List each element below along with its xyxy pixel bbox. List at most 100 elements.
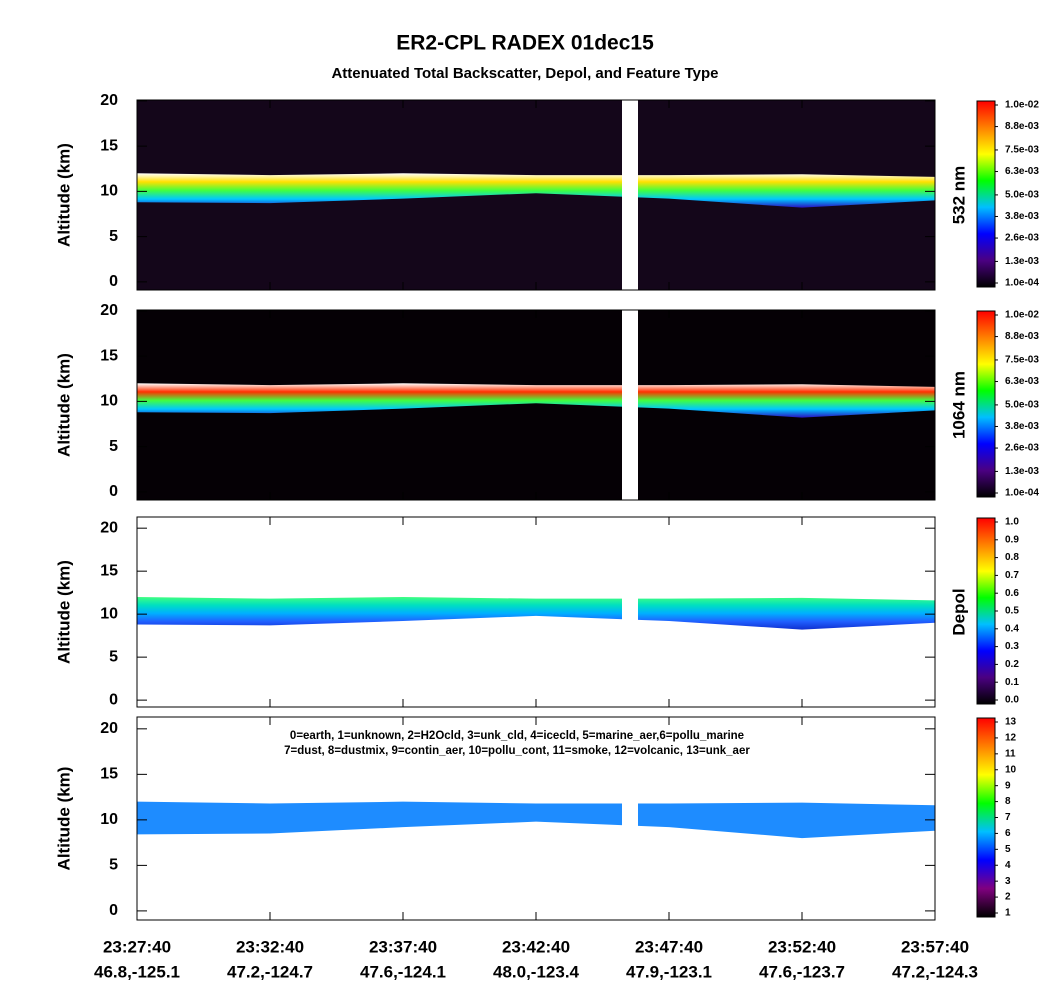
x-tick-sublabel: 47.2,-124.3 [892, 962, 978, 981]
colorbar-tick-label: 0.9 [1005, 534, 1019, 545]
x-tick-sublabel: 48.0,-123.4 [493, 962, 580, 981]
annotation: 0=earth, 1=unknown, 2=H2Ocld, 3=unk_cld,… [290, 730, 744, 742]
y-tick-label: 10 [100, 183, 118, 200]
colorbar-tick-label: 3 [1005, 876, 1011, 887]
colorbar-tick-label: 3.8e-03 [1005, 421, 1039, 432]
colorbar-tick-label: 3.8e-03 [1005, 211, 1039, 222]
colorbar-tick-label: 8.8e-03 [1005, 121, 1039, 132]
x-tick-sublabel: 46.8,-125.1 [94, 962, 180, 981]
y-tick-label: 5 [109, 228, 118, 245]
colorbar-tick-label: 1.3e-03 [1005, 466, 1039, 477]
x-tick-label: 23:47:40 [635, 937, 703, 956]
y-tick-label: 5 [109, 648, 118, 665]
colorbar-tick-label: 8.8e-03 [1005, 331, 1039, 342]
colorbar-tick-label: 1.3e-03 [1005, 256, 1039, 267]
x-tick-sublabel: 47.6,-124.1 [360, 962, 446, 981]
y-tick-label: 15 [100, 137, 118, 154]
y-tick-label: 20 [100, 519, 118, 536]
colorbar-tick-label: 12 [1005, 733, 1017, 744]
colorbar-tick-label: 10 [1005, 764, 1017, 775]
x-tick-label: 23:27:40 [103, 937, 171, 956]
cloud-layer [137, 596, 935, 630]
data-gap [622, 310, 638, 500]
colorbar-tick-label: 4 [1005, 860, 1011, 871]
x-tick-label: 23:57:40 [901, 937, 969, 956]
y-tick-label: 5 [109, 857, 118, 874]
x-tick-label: 23:37:40 [369, 937, 437, 956]
x-tick-label: 23:52:40 [768, 937, 836, 956]
y-tick-label: 0 [109, 691, 118, 708]
colorbar-tick-label: 2 [1005, 892, 1011, 903]
y-axis-label: Altitude (km) [54, 143, 73, 247]
colorbar-tick-label: 0.0 [1005, 695, 1019, 706]
colorbar [976, 517, 996, 705]
cloud-layer [137, 173, 935, 208]
y-tick-label: 0 [109, 483, 118, 500]
chart-subtitle: Attenuated Total Backscatter, Depol, and… [331, 65, 718, 82]
colorbar-tick-label: 0.3 [1005, 641, 1019, 652]
colorbar-tick-label: 5.0e-03 [1005, 190, 1039, 201]
colorbar-tick-label: 1 [1005, 908, 1011, 919]
colorbar-tick-label: 1.0e-04 [1005, 278, 1039, 289]
y-tick-label: 5 [109, 438, 118, 455]
data-gap [622, 517, 638, 707]
colorbar-tick-label: 8 [1005, 796, 1011, 807]
colorbar-tick-label: 1.0e-02 [1005, 310, 1039, 321]
y-axis-label: Altitude (km) [54, 767, 73, 871]
colorbar-tick-label: 7.5e-03 [1005, 355, 1039, 366]
colorbar-tick-label: 0.7 [1005, 570, 1019, 581]
colorbar-label: 532 nm [949, 166, 968, 225]
colorbar-tick-label: 9 [1005, 780, 1011, 791]
colorbar-tick-label: 1.0 [1005, 517, 1019, 528]
colorbar-tick-label: 6 [1005, 828, 1011, 839]
colorbar-tick-label: 11 [1005, 748, 1016, 759]
y-tick-label: 20 [100, 92, 118, 109]
colorbar-tick-label: 7 [1005, 812, 1011, 823]
colorbar-tick-label: 5.0e-03 [1005, 400, 1039, 411]
colorbar-tick-label: 0.5 [1005, 606, 1019, 617]
colorbar-tick-label: 1.0e-02 [1005, 100, 1039, 111]
colorbar-label: 1064 nm [949, 371, 968, 439]
colorbar [976, 100, 996, 288]
colorbar-tick-label: 6.3e-03 [1005, 376, 1039, 387]
colorbar-tick-label: 6.3e-03 [1005, 166, 1039, 177]
colorbar-label: Depol [949, 588, 968, 635]
annotation: 7=dust, 8=dustmix, 9=contin_aer, 10=poll… [284, 745, 750, 757]
y-tick-label: 10 [100, 605, 118, 622]
data-gap [622, 717, 638, 920]
x-tick-label: 23:42:40 [502, 937, 570, 956]
colorbar [976, 717, 996, 918]
data-gap [622, 100, 638, 290]
colorbar-tick-label: 0.1 [1005, 677, 1019, 688]
y-tick-label: 0 [109, 273, 118, 290]
cloud-layer [137, 801, 935, 839]
cloud-layer [137, 383, 935, 418]
y-tick-label: 15 [100, 562, 118, 579]
x-tick-sublabel: 47.6,-123.7 [759, 962, 845, 981]
y-tick-label: 10 [100, 811, 118, 828]
x-tick-sublabel: 47.2,-124.7 [227, 962, 313, 981]
colorbar-tick-label: 5 [1005, 844, 1011, 855]
y-tick-label: 20 [100, 720, 118, 737]
colorbar-tick-label: 0.6 [1005, 588, 1019, 599]
y-tick-label: 10 [100, 393, 118, 410]
colorbar-tick-label: 1.0e-04 [1005, 488, 1039, 499]
x-tick-sublabel: 47.9,-123.1 [626, 962, 712, 981]
y-axis-label: Altitude (km) [54, 560, 73, 664]
chart-title: ER2-CPL RADEX 01dec15 [396, 32, 654, 55]
colorbar-tick-label: 0.2 [1005, 659, 1019, 670]
colorbar-tick-label: 0.8 [1005, 552, 1019, 563]
colorbar-tick-label: 2.6e-03 [1005, 443, 1039, 454]
colorbar-tick-label: 0.4 [1005, 623, 1019, 634]
colorbar [976, 310, 996, 498]
x-tick-label: 23:32:40 [236, 937, 304, 956]
y-tick-label: 0 [109, 902, 118, 919]
y-tick-label: 15 [100, 347, 118, 364]
colorbar-tick-label: 2.6e-03 [1005, 233, 1039, 244]
y-axis-label: Altitude (km) [54, 353, 73, 457]
colorbar-tick-label: 7.5e-03 [1005, 145, 1039, 156]
y-tick-label: 20 [100, 302, 118, 319]
y-tick-label: 15 [100, 766, 118, 783]
colorbar-tick-label: 13 [1005, 717, 1017, 728]
